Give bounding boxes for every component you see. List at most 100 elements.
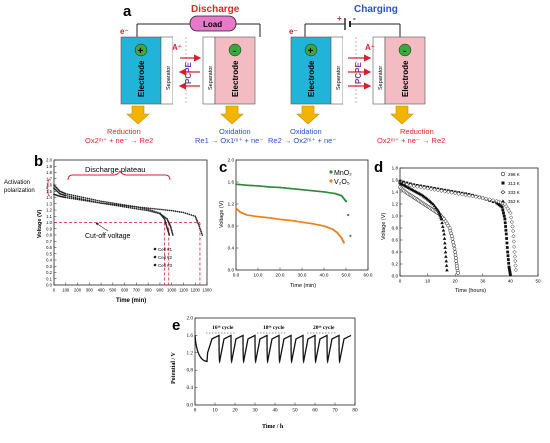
panel-d-point	[415, 184, 420, 189]
panel-d-point	[470, 194, 475, 199]
x-tick-label: 70	[332, 408, 338, 414]
charging-plus-sign: +	[308, 46, 314, 57]
x-tick-label: 600	[121, 288, 129, 293]
y-tick-label: 2.0	[228, 158, 235, 163]
panel-c-legend: MnO₂ V₂O₅	[329, 170, 352, 186]
panel-b-activation-line-1: Activation	[4, 180, 30, 186]
panel-b-point	[190, 214, 193, 216]
panel-b-series-3	[53, 193, 204, 236]
y-tick-label: 1.6	[187, 333, 194, 339]
panel-c-letter: c	[219, 159, 227, 176]
panel-d-point	[442, 189, 448, 194]
panel-e-cycle-label-3: 20ᵗʰ cycle	[313, 325, 335, 331]
panel-b-point	[200, 230, 202, 233]
x-tick-label: 0	[194, 408, 197, 414]
panel-b-point	[92, 201, 95, 203]
panel-d-point	[501, 208, 505, 212]
panel-d-point	[408, 183, 413, 188]
y-tick-label: 1.4	[46, 195, 52, 200]
discharge-plus-sign: +	[138, 46, 144, 57]
panel-b-point	[102, 202, 104, 205]
panel-d-point	[439, 217, 444, 221]
charging-minus-sign: -	[403, 46, 406, 57]
panel-d-point	[490, 198, 496, 203]
panel-d-point	[512, 244, 517, 249]
charging-down-arrow-right	[390, 105, 414, 125]
panel-b-x-ticks: 0 100 200 300 400 500 600 700 800 900 1000 1100 1200…	[53, 282, 212, 293]
discharge-down-arrow-right	[220, 105, 244, 125]
panel-d-point	[507, 265, 511, 269]
panel-b-point	[131, 207, 134, 209]
x-tick-label: 0.0	[233, 273, 240, 278]
panel-d-point	[444, 259, 449, 263]
panel-d-point	[505, 241, 509, 245]
panel-b-point	[68, 193, 71, 196]
panel-b-point	[151, 207, 153, 210]
panel-b-point	[147, 209, 150, 212]
panel-e-ylabel: Potential / V	[171, 351, 177, 384]
panel-b-point	[157, 208, 159, 211]
y-tick-label: 1.8	[46, 170, 52, 175]
panel-d-point	[504, 232, 508, 236]
panel-d-point	[439, 188, 444, 193]
y-tick-label: 0.7	[46, 239, 52, 244]
panel-d-point	[508, 210, 513, 216]
panel-d-series-3	[397, 180, 519, 273]
panel-d-point	[508, 215, 514, 220]
panel-b-point	[139, 208, 142, 211]
panel-d-point	[507, 261, 511, 265]
panel-b-point	[133, 205, 136, 208]
x-tick-label: 0	[53, 288, 56, 293]
panel-b-point	[72, 197, 75, 200]
y-tick-label: 0.5	[46, 251, 52, 256]
panel-b-point	[166, 209, 169, 212]
discharge-left-reaction: Ox2ᵐ⁺ + ne⁻ → Re2	[85, 136, 153, 145]
panel-b-point	[108, 203, 110, 205]
x-tick-label: 60.0	[364, 273, 373, 278]
discharge-left-electrode-label: Electrode	[137, 60, 146, 97]
panel-d-point	[432, 187, 437, 192]
panel-d-point	[511, 228, 516, 234]
panel-d-point	[511, 239, 517, 244]
panel-e-series	[194, 334, 352, 364]
panel-b-point	[139, 206, 142, 209]
panel-b-point	[127, 205, 130, 207]
panel-d-point	[508, 271, 512, 275]
y-tick-label: 0.6	[392, 238, 399, 243]
panel-b-point	[111, 202, 114, 204]
panel-b-point	[165, 223, 168, 226]
panel-b-point	[201, 234, 204, 236]
panel-a-letter: a	[123, 3, 132, 20]
panel-c-point	[349, 234, 352, 237]
panel-d-point	[440, 220, 444, 225]
charging-right-reaction: Ox2ᵐ⁺ + ne⁻ → Re2	[377, 136, 445, 145]
panel-b-point	[127, 206, 130, 209]
panel-b-point	[78, 198, 81, 201]
panel-d-point	[466, 193, 472, 198]
panel-b-point	[197, 224, 200, 226]
y-tick-label: 0.8	[46, 233, 52, 238]
panel-b-point	[147, 207, 150, 209]
panel-b-point	[184, 212, 187, 214]
discharge-ion-label: A⁺	[172, 43, 182, 52]
panel-d-point	[512, 249, 517, 255]
panel-b-point	[182, 211, 185, 214]
panel-b-point	[135, 206, 138, 208]
discharge-plus-icon	[134, 43, 148, 57]
panel-b-point	[157, 212, 159, 215]
panel-d-point	[509, 219, 514, 225]
discharge-title: Discharge	[191, 4, 240, 15]
panel-b-point	[145, 209, 148, 212]
y-tick-label: 0.0	[228, 268, 235, 273]
panel-d-point	[442, 232, 446, 236]
panel-d-point	[505, 237, 509, 240]
y-tick-label: 1.1	[46, 214, 52, 219]
panel-b-point	[72, 194, 75, 197]
panel-b-point	[172, 210, 175, 212]
panel-d-point	[456, 191, 461, 196]
panel-b-letter: b	[34, 153, 43, 170]
panel-b-point	[113, 203, 116, 206]
panel-b-point	[171, 232, 174, 235]
panel-b: b 0.00.10.20.30.40.50.60.70.80.91.01.11.…	[4, 153, 212, 304]
panel-d-point	[454, 256, 458, 260]
